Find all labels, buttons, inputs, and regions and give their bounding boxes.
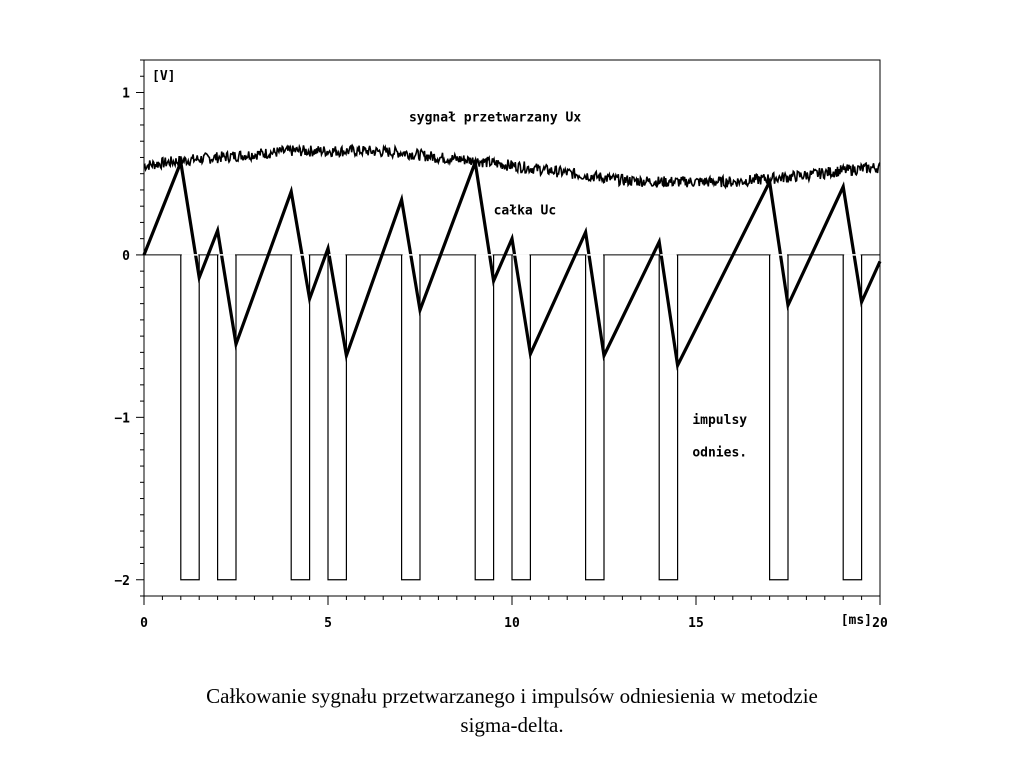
x-axis-label: [ms] (841, 613, 872, 628)
y-tick-label: −2 (114, 574, 130, 589)
caption-line-2: sigma-delta. (460, 713, 564, 737)
x-tick-label: 0 (140, 616, 148, 631)
x-tick-label: 15 (688, 616, 704, 631)
axes: 10−1−20 5 10 15 20[V][ms] (114, 59, 888, 631)
x-tick-label: 20 (872, 616, 888, 631)
y-tick-label: −1 (114, 411, 130, 426)
series-uc-line (142, 156, 882, 371)
reference-pulse (180, 254, 200, 581)
reference-pulse (327, 254, 347, 581)
reference-pulse (769, 254, 789, 581)
reference-pulse (658, 254, 679, 581)
reference-pulse (401, 254, 421, 581)
reference-pulse (217, 254, 237, 581)
y-tick-label: 0 (122, 249, 130, 264)
annotation-label: odnies. (692, 445, 747, 460)
y-axis-label: [V] (152, 69, 175, 84)
annotation-label: całka Uc (494, 203, 557, 218)
plot-area (142, 143, 882, 581)
annotation-label: impulsy (692, 413, 747, 428)
reference-pulse (585, 254, 605, 581)
annotations: sygnał przetwarzany Ux całka Uc impulsy odn… (409, 111, 747, 461)
figure-caption: Całkowanie sygnału przetwarzanego i impu… (112, 682, 912, 740)
reference-pulse (474, 254, 495, 581)
reference-pulse (511, 254, 531, 581)
x-tick-label: 5 (324, 616, 332, 631)
annotation-label: sygnał przetwarzany Ux (409, 111, 581, 126)
series-ux-line (143, 143, 881, 190)
x-tick-label: 10 (504, 616, 520, 631)
sigma-delta-chart: 10−1−20 5 10 15 20[V][ms] sygnał przetwarzan… (114, 59, 888, 631)
reference-pulse (842, 254, 863, 581)
reference-pulse (290, 254, 311, 581)
caption-line-1: Całkowanie sygnału przetwarzanego i impu… (206, 684, 818, 708)
y-tick-label: 1 (122, 86, 130, 101)
